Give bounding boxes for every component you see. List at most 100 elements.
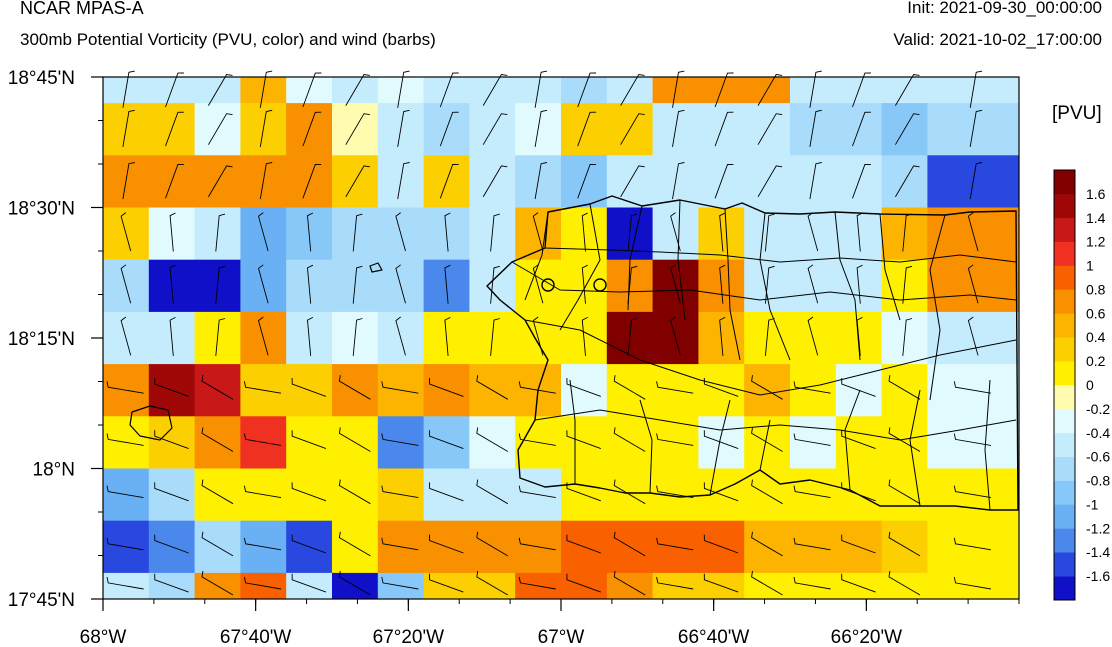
wind-barb <box>613 570 646 596</box>
wind-barb <box>257 264 269 304</box>
colorbar-tick-label: 1.4 <box>1086 210 1106 226</box>
wind-barb <box>476 570 509 596</box>
colorbar-swatch <box>1054 337 1075 362</box>
wind-barb <box>841 430 876 450</box>
wind-barb <box>577 111 597 147</box>
wind-barb <box>444 212 451 252</box>
wind-barb <box>518 485 556 499</box>
wind-barb <box>154 430 189 450</box>
wind-barb <box>856 212 863 252</box>
wind-barb <box>719 316 726 356</box>
wind-barb <box>751 531 783 557</box>
wind-barb <box>395 212 406 252</box>
wind-barb <box>154 377 189 397</box>
wind-barb <box>345 113 370 145</box>
wind-barb <box>215 318 226 356</box>
colorbar-swatch <box>1054 408 1075 434</box>
wind-barb <box>490 265 500 304</box>
wind-barb <box>888 531 921 557</box>
wind-barb <box>888 375 921 400</box>
wind-barb <box>381 485 419 499</box>
colorbar-swatch <box>1054 552 1075 577</box>
wind-barb <box>429 430 464 450</box>
wind-barb <box>482 74 508 106</box>
colorbar-tick-label: -1 <box>1086 496 1099 512</box>
colorbar-swatch <box>1054 289 1075 314</box>
wind-barb <box>703 377 739 397</box>
colorbar-tick-label: 0.2 <box>1086 353 1106 369</box>
colorbar-swatch <box>1054 313 1075 338</box>
wind-barb <box>165 163 184 199</box>
wind-barb <box>257 316 269 356</box>
wind-barb <box>566 534 601 554</box>
colorbar-swatch <box>1054 480 1075 505</box>
colorbar-swatch <box>1054 385 1075 410</box>
wind-barb <box>208 113 233 145</box>
chart-title: NCAR MPAS-A <box>20 0 144 18</box>
wind-barb <box>439 163 459 199</box>
wind-barb <box>627 318 638 356</box>
wind-barb <box>967 316 979 356</box>
chart-subtitle: 300mb Potential Vorticity (PVU, color) a… <box>20 30 436 49</box>
y-tick-label: 18°45'N <box>8 68 75 89</box>
wind-barb <box>518 537 556 551</box>
map-axes: 68°W 67°40'W 67°20'W 67°W 66°40'W 66°20'W 18°4… <box>8 68 1020 647</box>
x-tick-label: 68°W <box>80 627 127 647</box>
wind-barb <box>338 427 371 452</box>
colorbar-tick-label: 0 <box>1086 377 1094 393</box>
colorbar-swatch <box>1054 528 1075 553</box>
colorbar-tick-label: 0.6 <box>1086 305 1106 321</box>
y-tick-label: 18°15'N <box>8 329 75 350</box>
wind-barb <box>169 264 176 304</box>
y-tick-label: 18°N <box>33 460 75 481</box>
wind-barb <box>895 113 920 145</box>
wind-barb <box>656 381 694 394</box>
wind-barb <box>764 318 775 356</box>
colorbar-tick-label: 1.6 <box>1086 186 1106 202</box>
colorbar-tick-label: 0.4 <box>1086 329 1106 345</box>
colorbar-swatch <box>1054 193 1075 219</box>
wind-barb <box>429 534 464 554</box>
wind-barb <box>670 264 681 304</box>
wind-barb <box>703 430 739 450</box>
wind-barb <box>307 212 314 252</box>
wind-barb <box>852 111 871 147</box>
wind-barb <box>566 482 601 502</box>
wind-barb <box>345 165 370 198</box>
wind-barb <box>534 162 548 200</box>
wind-barb <box>291 573 327 593</box>
colorbar-swatch <box>1054 504 1075 529</box>
wind-barb <box>581 316 588 356</box>
colorbar-tick-label: 1 <box>1086 258 1094 274</box>
init-time-label: Init: 2021-09-30_00:00:00 <box>907 0 1102 17</box>
wind-barb <box>291 482 327 502</box>
wind-barb <box>201 427 234 452</box>
wind-barb <box>439 111 459 147</box>
wind-barb <box>764 213 775 252</box>
wind-barb <box>751 479 783 505</box>
wind-barb <box>106 576 144 590</box>
wind-barb <box>518 381 556 394</box>
wind-barb <box>888 427 921 452</box>
wind-barb <box>439 72 459 108</box>
pv-cells-layer <box>103 77 1020 600</box>
wind-barb <box>291 534 327 554</box>
wind-barb <box>751 570 783 596</box>
wind-barb <box>902 213 913 252</box>
wind-barb <box>302 111 322 147</box>
wind-barb <box>395 316 406 356</box>
wind-barb <box>201 570 234 596</box>
wind-barb <box>852 163 871 199</box>
wind-barb <box>793 433 831 446</box>
wind-barb <box>969 70 983 108</box>
wind-barb <box>620 165 645 198</box>
wind-barb <box>793 485 831 499</box>
wind-barb <box>627 213 638 252</box>
desecheo-islet <box>369 262 383 273</box>
wind-barb <box>656 433 694 446</box>
wind-barb <box>581 212 588 252</box>
wind-barb <box>793 381 831 394</box>
x-tick-label: 67°20'W <box>373 627 444 647</box>
wind-barb <box>338 531 371 557</box>
wind-barb <box>352 265 363 304</box>
